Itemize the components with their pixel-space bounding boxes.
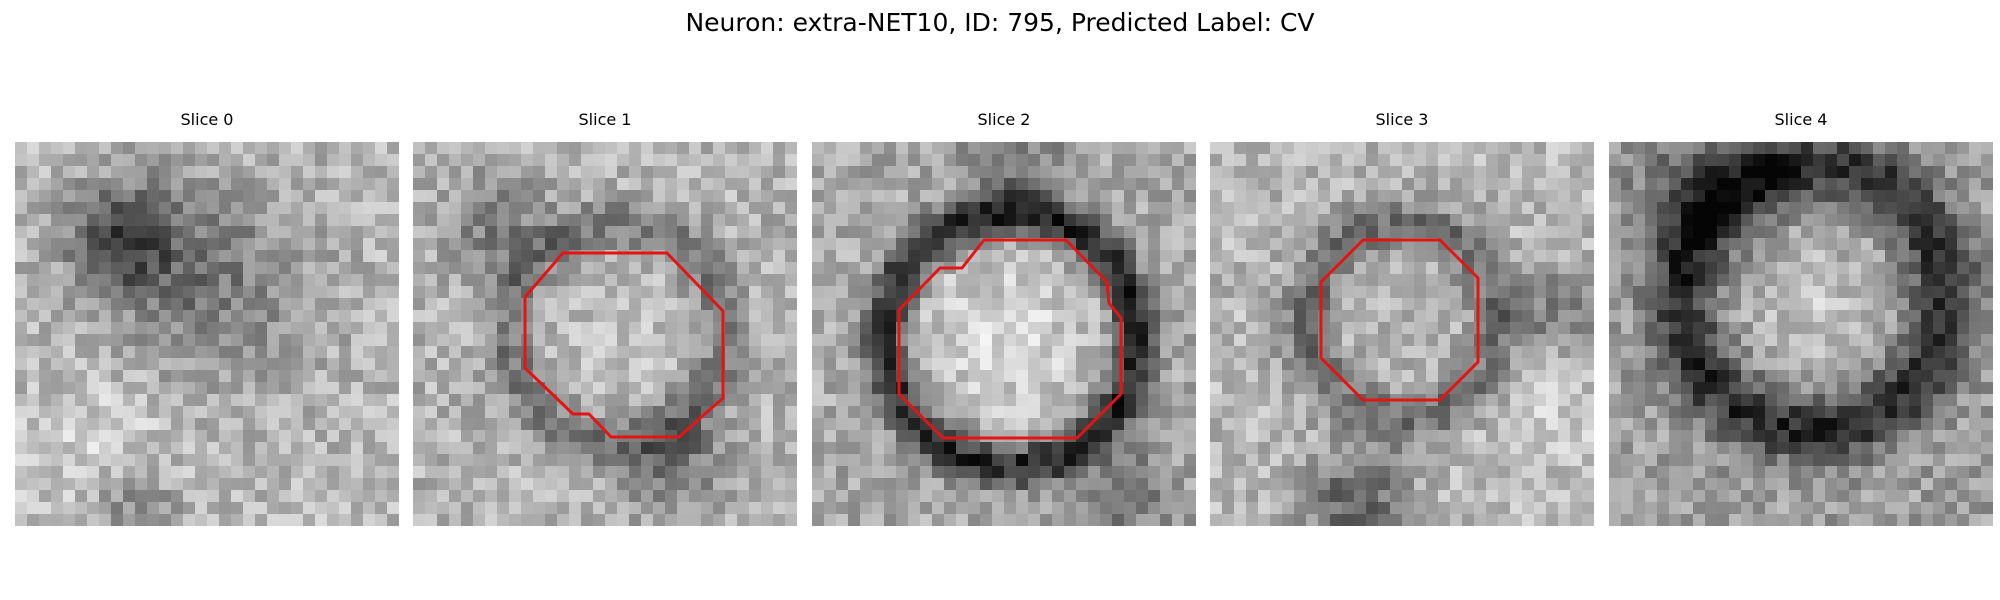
grayscale-slice: [15, 142, 399, 526]
slice-image: [15, 142, 399, 526]
contour-overlay: [1319, 238, 1480, 402]
slice-panel-2: Slice 2: [812, 110, 1196, 526]
slice-image: [413, 142, 797, 526]
figure-title: Neuron: extra-NET10, ID: 795, Predicted …: [685, 8, 1315, 37]
slice-image: [1210, 142, 1594, 526]
slice-image: [1609, 142, 1993, 526]
slice-panel-4: Slice 4: [1609, 110, 1993, 526]
cell-contour: [1319, 238, 1480, 402]
contour-overlay: [897, 238, 1123, 440]
slice-panel-1: Slice 1: [413, 110, 797, 526]
slice-panel-3: Slice 3: [1210, 110, 1594, 526]
slice-title: Slice 2: [977, 110, 1031, 129]
contour-overlay: [523, 251, 725, 439]
slice-image: [812, 142, 1196, 526]
cell-contour: [523, 251, 725, 439]
grayscale-slice: [812, 142, 1196, 526]
grayscale-slice: [1609, 142, 1993, 526]
slice-title: Slice 0: [180, 110, 234, 129]
grayscale-slice: [1210, 142, 1594, 526]
slice-title: Slice 1: [578, 110, 632, 129]
slice-panel-0: Slice 0: [15, 110, 399, 526]
grayscale-slice: [413, 142, 797, 526]
slice-title: Slice 3: [1375, 110, 1429, 129]
cell-contour: [897, 238, 1123, 440]
slice-title: Slice 4: [1774, 110, 1828, 129]
